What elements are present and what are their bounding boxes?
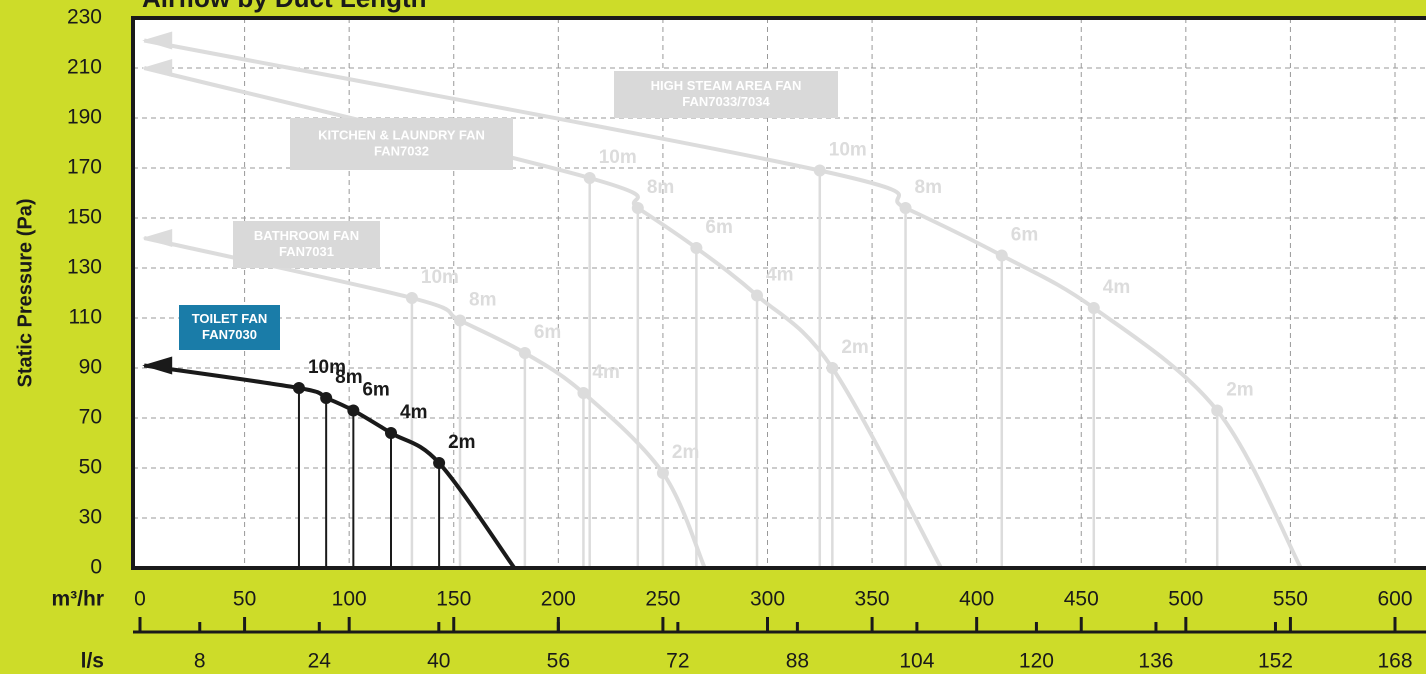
x2-axis-label: l/s xyxy=(81,650,104,673)
duct-length-label: 8m xyxy=(469,290,496,311)
x2-tick-label: 152 xyxy=(1258,650,1293,673)
duct-point xyxy=(347,404,360,417)
arrow-head xyxy=(142,356,173,375)
x-tick-label: 150 xyxy=(436,588,471,611)
x-tick-label: 400 xyxy=(959,588,994,611)
duct-length-label: 2m xyxy=(448,432,475,453)
y-axis-label: Static Pressure (Pa) xyxy=(14,199,36,388)
arrow-head xyxy=(142,229,173,247)
duct-length-label: 2m xyxy=(672,442,699,463)
x2-tick-label: 104 xyxy=(899,650,934,673)
duct-length-label: 4m xyxy=(400,402,427,423)
duct-point xyxy=(826,362,839,374)
duct-point xyxy=(656,467,669,479)
duct-length-label: 10m xyxy=(599,147,637,168)
y-tick-label: 30 xyxy=(79,506,102,529)
duct-length-label: 10m xyxy=(308,357,346,378)
x2-tick-label: 56 xyxy=(547,650,570,673)
y-tick-label: 90 xyxy=(79,356,102,379)
x-tick-label: 450 xyxy=(1064,588,1099,611)
x-axis-label: m³/hr xyxy=(52,588,105,611)
duct-length-label: 6m xyxy=(362,380,389,401)
x-tick-label: 0 xyxy=(134,588,146,611)
x2-tick-label: 120 xyxy=(1019,650,1054,673)
y-tick-label: 130 xyxy=(67,256,102,279)
y-tick-label: 170 xyxy=(67,156,102,179)
fan-model: FAN7030 xyxy=(202,327,257,342)
duct-length-label: 10m xyxy=(829,140,867,161)
duct-length-label: 2m xyxy=(1226,380,1253,401)
y-tick-label: 230 xyxy=(67,6,102,29)
duct-point xyxy=(385,427,397,439)
duct-point xyxy=(454,314,467,327)
duct-point xyxy=(320,392,333,404)
x-tick-label: 500 xyxy=(1168,588,1203,611)
duct-point xyxy=(1087,302,1100,314)
x-tick-label: 250 xyxy=(645,588,680,611)
x-tick-label: 550 xyxy=(1273,588,1308,611)
fan-name: KITCHEN & LAUNDRY FAN xyxy=(318,127,485,142)
fan-name: BATHROOM FAN xyxy=(254,228,359,243)
x2-tick-label: 24 xyxy=(308,650,332,673)
x-tick-label: 200 xyxy=(541,588,576,611)
y-tick-label: 190 xyxy=(67,106,102,129)
duct-length-label: 6m xyxy=(705,217,732,238)
plot-border xyxy=(131,16,1426,570)
arrow-head xyxy=(142,31,173,50)
x-tick-label: 350 xyxy=(855,588,890,611)
x-tick-label: 50 xyxy=(233,588,256,611)
fan-name: TOILET FAN xyxy=(192,311,268,326)
duct-length-label: 4m xyxy=(766,265,793,286)
arrow-head xyxy=(142,59,173,77)
duct-point xyxy=(631,202,644,214)
duct-point xyxy=(813,164,826,177)
duct-point xyxy=(292,382,305,394)
duct-point xyxy=(751,289,764,302)
duct-point xyxy=(583,172,596,184)
fan-model: FAN7033/7034 xyxy=(682,94,770,109)
duct-length-label: 10m xyxy=(421,267,459,288)
y-tick-label: 50 xyxy=(79,456,102,479)
x2-tick-label: 88 xyxy=(786,650,809,673)
duct-length-label: 8m xyxy=(647,177,674,198)
y-tick-label: 70 xyxy=(79,406,102,429)
duct-length-label: 4m xyxy=(1103,277,1130,298)
duct-length-label: 6m xyxy=(534,322,561,343)
x-tick-label: 100 xyxy=(332,588,367,611)
fan-label-box xyxy=(233,221,380,268)
duct-length-label: 2m xyxy=(841,337,868,358)
duct-length-label: 4m xyxy=(592,362,619,383)
x2-tick-label: 8 xyxy=(194,650,206,673)
x2-tick-label: 40 xyxy=(427,650,450,673)
fan-label-box xyxy=(290,118,513,170)
y-tick-label: 110 xyxy=(69,306,102,329)
duct-length-label: 8m xyxy=(335,367,362,388)
duct-point xyxy=(518,347,531,359)
duct-point xyxy=(1211,404,1224,417)
duct-point xyxy=(995,249,1008,262)
duct-point xyxy=(690,242,703,254)
duct-length-label: 8m xyxy=(915,177,942,198)
y-tick-label: 0 xyxy=(90,556,102,579)
y-tick-label: 210 xyxy=(67,56,102,79)
x2-tick-label: 72 xyxy=(666,650,689,673)
duct-length-label: 6m xyxy=(1011,225,1038,246)
x2-tick-label: 168 xyxy=(1377,650,1412,673)
y-tick-label: 150 xyxy=(67,206,102,229)
x-tick-label: 300 xyxy=(750,588,785,611)
duct-point xyxy=(577,387,590,399)
fan-name: HIGH STEAM AREA FAN xyxy=(651,78,802,93)
x-tick-label: 600 xyxy=(1377,588,1412,611)
fan-label-box xyxy=(614,71,838,118)
fan-model: FAN7032 xyxy=(374,143,429,158)
duct-point xyxy=(405,292,418,304)
chart-title: Airflow by Duct Length xyxy=(142,0,427,13)
x2-tick-label: 136 xyxy=(1138,650,1173,673)
duct-point xyxy=(433,457,446,469)
fan-label-box xyxy=(179,305,280,350)
fan-model: FAN7031 xyxy=(279,244,334,259)
duct-point xyxy=(899,202,912,214)
